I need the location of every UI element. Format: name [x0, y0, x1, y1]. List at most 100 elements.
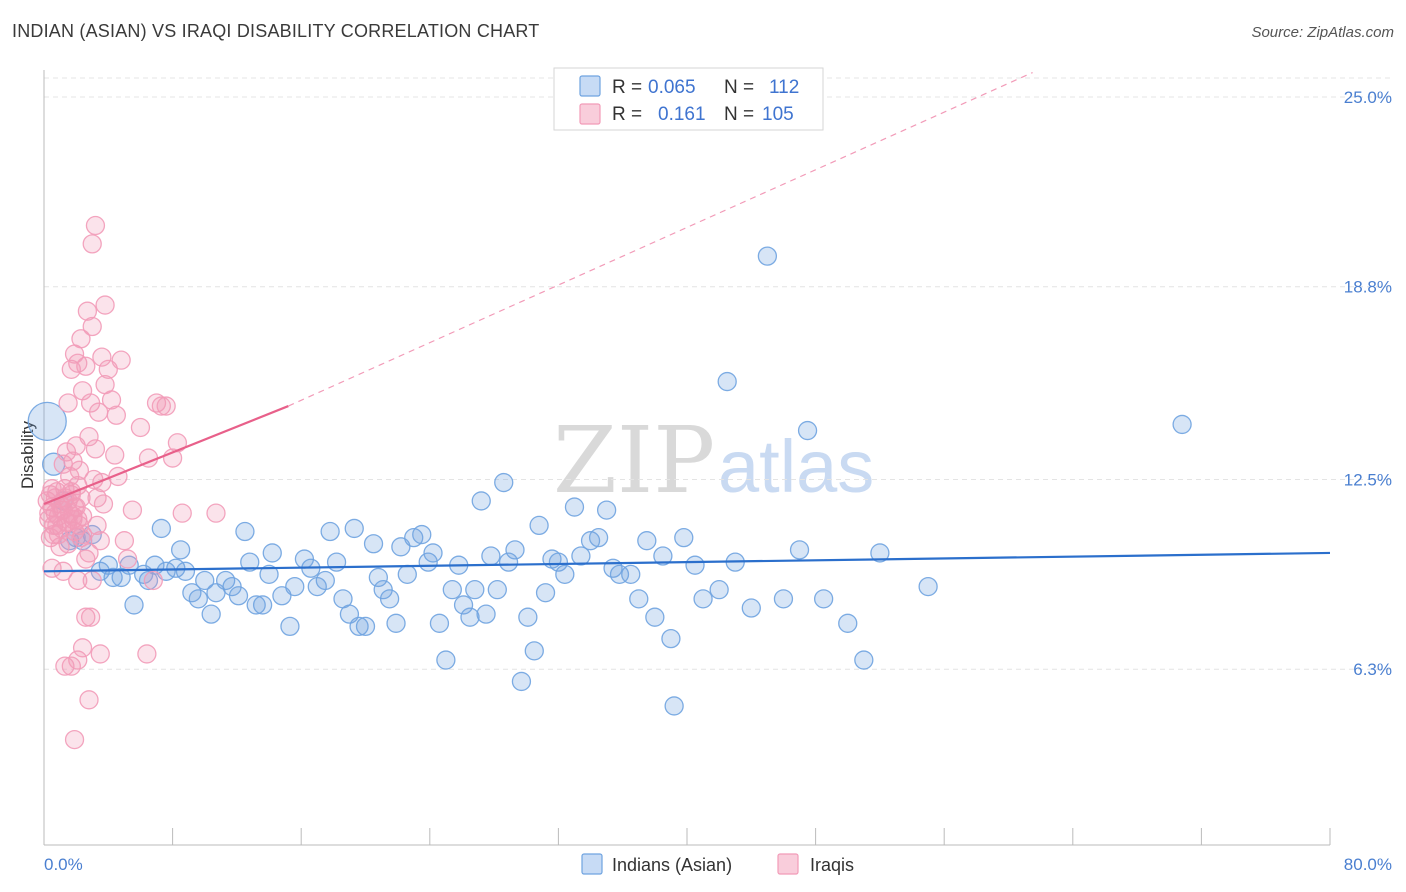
indian-point-71	[494, 472, 514, 493]
indian-point-93	[653, 546, 673, 566]
indian-point-111	[1172, 414, 1192, 435]
iraqi-point-79	[87, 515, 107, 536]
indian-point-72	[498, 552, 519, 572]
iraqi-point-86	[80, 607, 101, 627]
indian-point-95	[664, 696, 684, 716]
indian-point-90	[629, 589, 649, 609]
chart-source: Source: ZipAtlas.com	[1251, 24, 1394, 41]
indian-point-24	[201, 604, 221, 624]
y-tick-labels: 6.3% 12.5% 18.8% 25.0%	[1344, 88, 1392, 679]
legend-n-label-1: N =	[724, 104, 754, 125]
indian-point-104	[789, 540, 810, 560]
iraqi-point-45	[85, 439, 106, 459]
indian-point-19	[170, 540, 191, 560]
indian-point-48	[355, 616, 376, 637]
x-tick-label-left: 0.0%	[44, 855, 83, 874]
indian-point-32	[252, 595, 273, 615]
series-indians-asian	[27, 246, 1192, 716]
iraqi-point-69	[172, 503, 192, 523]
legend-box: R = 0.065 N = 112 R = 0.161 N = 105	[553, 67, 824, 131]
indian-point-70	[487, 580, 507, 600]
watermark: ZIP atlas	[553, 407, 874, 514]
iraqi-point-78	[82, 570, 102, 591]
iraqi-point-99	[64, 497, 85, 517]
indian-point-28	[228, 586, 249, 606]
bottom-legend: Indians (Asian) Iraqis	[581, 853, 854, 875]
indian-point-74	[511, 671, 532, 692]
x-ticks	[172, 828, 1331, 845]
indian-point-107	[838, 613, 858, 633]
y-tick-label-2: 18.8%	[1344, 278, 1392, 297]
iraqi-point-33	[69, 460, 90, 480]
bottom-legend-swatch-indians	[581, 853, 603, 875]
indian-point-82	[564, 497, 585, 517]
indian-point-80	[548, 552, 569, 572]
iraqi-point-61	[130, 417, 151, 438]
indian-point-102	[757, 246, 778, 266]
indian-point-112	[717, 371, 737, 392]
indian-point-77	[529, 515, 549, 536]
indian-point-0	[27, 401, 67, 442]
iraqi-point-100	[68, 509, 88, 529]
legend-swatch-iraqis	[579, 103, 601, 125]
iraqi-point-66	[156, 396, 176, 416]
iraqi-point-57	[111, 350, 131, 370]
indian-point-42	[320, 521, 340, 542]
trend-lines	[43, 71, 1331, 573]
indian-point-34	[262, 543, 282, 563]
indian-point-89	[621, 564, 641, 585]
indian-point-61	[436, 650, 456, 670]
indian-point-57	[412, 524, 432, 545]
indian-point-69	[481, 546, 501, 566]
iraqi-point-87	[90, 644, 110, 664]
indian-point-20	[175, 561, 196, 581]
iraqi-point-89	[64, 729, 85, 750]
iraqi-point-63	[143, 570, 163, 591]
watermark-atlas: atlas	[718, 425, 874, 508]
indian-point-37	[285, 576, 305, 597]
indian-point-86	[596, 500, 617, 520]
indian-point-12	[124, 595, 144, 615]
indian-point-67	[471, 491, 491, 511]
trend-line-1	[43, 405, 289, 506]
indian-point-30	[240, 552, 260, 572]
indian-point-50	[368, 567, 389, 588]
iraqi-point-30	[60, 466, 80, 487]
indian-point-53	[386, 613, 406, 633]
iraqi-point-51	[106, 405, 126, 425]
iraqi-point-52	[82, 234, 102, 254]
iraqi-point-68	[167, 433, 188, 453]
indian-point-101	[741, 598, 761, 618]
iraqi-point-41	[77, 301, 98, 321]
indian-point-83	[571, 546, 591, 566]
indian-point-52	[379, 589, 400, 609]
iraqi-point-38	[71, 329, 91, 349]
legend-n-label-0: N =	[724, 77, 754, 98]
indian-point-92	[645, 607, 665, 627]
indian-point-43	[326, 552, 347, 572]
indian-point-105	[797, 420, 818, 441]
indian-point-65	[460, 607, 480, 627]
indian-point-31	[246, 595, 266, 615]
iraqi-point-59	[117, 549, 138, 569]
iraqi-point-55	[105, 445, 125, 465]
indian-point-60	[429, 613, 450, 633]
iraqi-point-60	[122, 500, 143, 520]
indian-point-64	[453, 595, 474, 615]
indian-point-91	[637, 531, 657, 551]
indian-point-68	[476, 604, 496, 624]
iraqi-point-88	[79, 690, 99, 710]
y-tick-label-3: 25.0%	[1344, 88, 1392, 107]
indian-point-46	[344, 518, 364, 539]
indian-point-62	[442, 580, 462, 600]
iraqi-point-70	[206, 503, 226, 523]
iraqi-point-53	[85, 215, 106, 236]
indian-point-9	[103, 567, 123, 588]
indian-point-23	[195, 570, 215, 591]
indian-point-29	[235, 521, 255, 542]
indian-point-33	[259, 564, 279, 585]
bottom-legend-label-iraqis: Iraqis	[810, 855, 854, 875]
legend-swatch-indians	[579, 75, 601, 97]
iraqi-point-54	[95, 295, 115, 315]
